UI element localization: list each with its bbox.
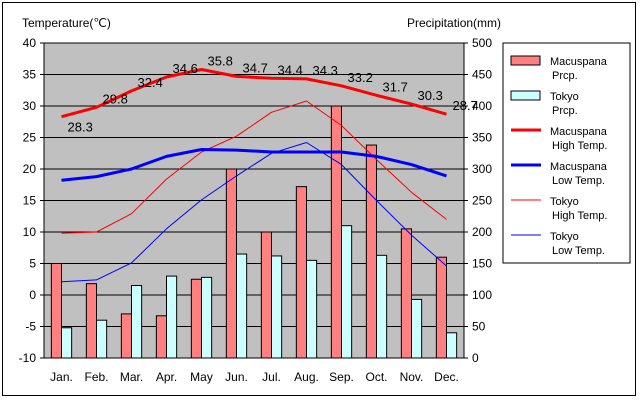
- bar-tokyo-prcp--11: [411, 298, 423, 359]
- legend: Macuspana Prcp. Tokyo Prcp. Macuspana High Te…: [502, 42, 631, 264]
- bar-tokyo-prcp--7: [271, 255, 283, 359]
- left-tick-label: 35: [23, 68, 37, 82]
- data-label: 32.4: [138, 75, 163, 90]
- bar-macuspana-prcp--2: [85, 283, 97, 359]
- bar-macuspana-prcp--3: [120, 313, 132, 359]
- left-tick-label: 30: [23, 99, 37, 113]
- bar-tokyo-prcp--2: [96, 319, 108, 359]
- legend-label: Tokyo: [550, 231, 579, 243]
- bar-tokyo-prcp--6: [236, 253, 248, 359]
- legend-swatch: [510, 90, 541, 101]
- left-tick-label: -5: [25, 320, 36, 334]
- data-label: 28.3: [68, 120, 93, 135]
- bar-tokyo-prcp--12: [446, 332, 458, 359]
- right-tick-label: 100: [472, 288, 492, 302]
- bar-tokyo-prcp--4: [166, 275, 178, 359]
- data-label: 29.8: [103, 91, 128, 106]
- right-tick-label: 250: [472, 194, 492, 208]
- bar-macuspana-prcp--9: [330, 105, 343, 359]
- bar-macuspana-prcp--1: [50, 263, 62, 359]
- x-tick-label: Mar.: [120, 370, 143, 384]
- line-tokyo-high-temp-: [61, 100, 447, 234]
- line-tokyo-low-temp-: [61, 142, 447, 283]
- data-label: 33.2: [348, 70, 373, 85]
- x-tick-label: Jun.: [225, 370, 248, 384]
- data-label: 34.7: [243, 60, 268, 75]
- x-tick-label: May: [190, 370, 213, 384]
- bar-macuspana-prcp--10: [365, 144, 378, 359]
- bar-macuspana-prcp--7: [260, 231, 273, 359]
- bar-macuspana-prcp--11: [400, 228, 413, 359]
- line-macuspana-high-temp-: [61, 68, 447, 119]
- bar-macuspana-prcp--8: [295, 186, 308, 359]
- left-tick-label: 20: [23, 162, 37, 176]
- line-macuspana-low-temp-: [61, 148, 447, 182]
- temperature-lines: [61, 68, 447, 283]
- left-tick-label: 40: [23, 36, 37, 50]
- legend-swatch: [510, 55, 541, 66]
- right-tick-label: 200: [472, 225, 492, 239]
- data-label: 34.6: [173, 61, 198, 76]
- right-tick-label: 300: [472, 162, 492, 176]
- data-label: 31.7: [383, 79, 408, 94]
- bar-macuspana-prcp--5: [190, 278, 203, 359]
- right-tick-label: 0: [472, 351, 479, 365]
- left-axis-title: Temperature(℃): [22, 16, 111, 30]
- legend-label: Tokyo: [550, 91, 579, 103]
- x-tick-label: Jan.: [50, 370, 73, 384]
- legend-label: Tokyo: [550, 196, 579, 208]
- x-tick-label: Dec.: [434, 370, 459, 384]
- right-tick-label: 350: [472, 131, 492, 145]
- right-tick-label: 500: [472, 36, 492, 50]
- data-label: 35.8: [208, 53, 233, 68]
- axes: 4035302520151050-5-105004504003503002502…: [19, 36, 493, 384]
- right-tick-label: 150: [472, 257, 492, 271]
- data-label: 34.4: [278, 62, 303, 77]
- legend-label: High Temp.: [552, 210, 607, 222]
- x-tick-label: Apr.: [156, 370, 177, 384]
- right-tick-label: 50: [472, 320, 486, 334]
- x-tick-label: Jul.: [262, 370, 281, 384]
- data-label: 34.3: [313, 63, 338, 78]
- legend-box: [502, 42, 631, 264]
- legend-label: Low Temp.: [552, 175, 605, 187]
- x-tick-label: Aug.: [294, 370, 319, 384]
- legend-label: Prcp.: [552, 70, 578, 82]
- legend-label: Macuspana: [550, 161, 608, 173]
- x-tick-label: Oct.: [365, 370, 387, 384]
- bar-macuspana-prcp--4: [155, 315, 168, 359]
- legend-label: Prcp.: [552, 105, 578, 117]
- data-labels: 28.3 29.8 32.4 34.6 35.8 34.7 34.4 34.3 33.2 31.7…: [68, 53, 478, 134]
- left-tick-label: 25: [23, 131, 37, 145]
- data-label: 30.3: [418, 88, 443, 103]
- left-tick-label: 0: [29, 288, 36, 302]
- right-tick-label: 400: [472, 99, 492, 113]
- legend-label: Macuspana: [550, 126, 608, 138]
- bar-macuspana-prcp--6: [225, 168, 238, 359]
- x-tick-label: Sep.: [329, 370, 354, 384]
- left-tick-label: 5: [29, 257, 36, 271]
- right-axis-title: Precipitation(mm): [407, 16, 501, 30]
- legend-label: High Temp.: [552, 140, 607, 152]
- x-tick-label: Nov.: [400, 370, 424, 384]
- bar-tokyo-prcp--5: [201, 276, 213, 359]
- left-tick-label: 10: [23, 225, 37, 239]
- gridlines: [44, 74, 464, 327]
- bar-tokyo-prcp--8: [306, 259, 318, 359]
- bar-tokyo-prcp--3: [131, 285, 143, 359]
- left-tick-label: 15: [23, 194, 37, 208]
- left-tick-label: -10: [19, 351, 37, 365]
- x-tick-label: Feb.: [84, 370, 108, 384]
- legend-label: Low Temp.: [552, 245, 605, 257]
- bar-macuspana-prcp--12: [435, 256, 448, 359]
- bar-tokyo-prcp--10: [376, 254, 388, 359]
- bar-tokyo-prcp--9: [341, 225, 353, 359]
- right-tick-label: 450: [472, 68, 492, 82]
- bar-tokyo-prcp--1: [61, 327, 73, 359]
- legend-label: Macuspana: [550, 56, 608, 68]
